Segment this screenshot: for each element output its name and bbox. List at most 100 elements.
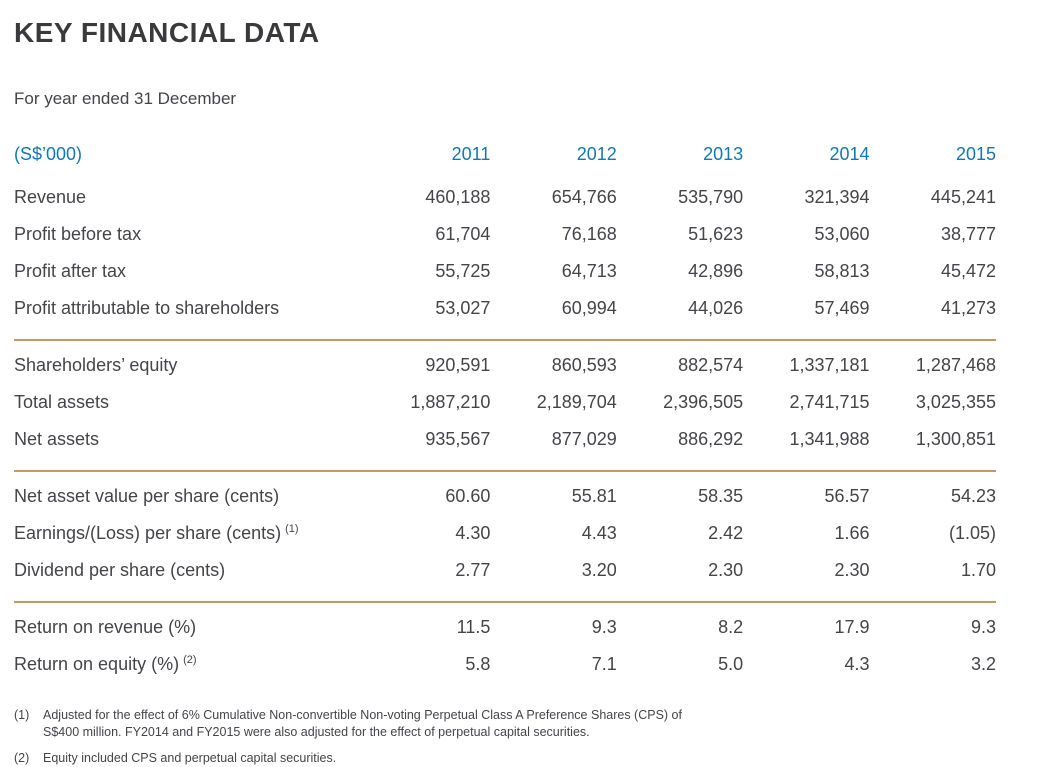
table-row: Return on equity (%) (2) 5.8 7.1 5.0 4.3 3.2 [14,646,996,683]
section-separator [14,589,996,609]
row-label-text: Revenue [14,187,87,207]
column-header-year: 2011 [451,144,491,164]
row-label: Profit attributable to shareholders [14,290,364,327]
cell-value: 3,025,355 [915,392,996,412]
cell-value: 1,287,468 [915,355,996,375]
row-label: Dividend per share (cents) [14,552,364,589]
separator-line [14,470,996,472]
cell-value: 5.8 [465,654,491,674]
cell-value: 7.1 [591,654,617,674]
row-label-text: Total assets [14,392,110,412]
row-label-text: Profit attributable to shareholders [14,298,280,318]
unit-label: (S$’000) [14,144,83,164]
cell-value: 53,060 [814,224,870,244]
cell-value: 11.5 [456,617,491,637]
footnote-text: Equity included CPS and perpetual capita… [43,751,337,765]
footnote-reference: (1) [285,523,299,535]
row-label-text: Return on equity (%) [14,654,180,674]
table-row: Earnings/(Loss) per share (cents) (1) 4.30… [14,515,996,552]
cell-value: 2,741,715 [789,392,870,412]
cell-value: 51,623 [688,224,744,244]
cell-value: 1,341,988 [789,429,870,449]
cell-value: 17.9 [834,617,870,637]
row-label: Earnings/(Loss) per share (cents) (1) [14,515,364,552]
cell-value: 445,241 [930,187,996,207]
cell-value: 882,574 [678,355,744,375]
cell-value: 935,567 [425,429,491,449]
footnote-text: Adjusted for the effect of 6% Cumulative… [43,708,682,739]
row-label: Net asset value per share (cents) [14,478,364,515]
table-row: Net assets 935,567 877,029 886,292 1,341,988… [14,421,996,458]
cell-value: 535,790 [678,187,744,207]
footnote-number: (2) [14,751,30,765]
financial-table: (S$’000) 2011 2012 2013 2014 2015 Revenue 460… [14,144,996,683]
cell-value: 38,777 [940,224,996,244]
cell-value: 2,396,505 [663,392,744,412]
footnote-number: (1) [14,708,30,722]
column-header-year: 2015 [955,144,996,164]
cell-value: 2.30 [708,560,744,580]
cell-value: 42,896 [688,261,744,281]
cell-value: 60,994 [561,298,617,318]
footnotes: (1) Adjusted for the effect of 6% Cumulat… [14,707,996,767]
footnote: (2) Equity included CPS and perpetual cap… [14,750,996,767]
row-label-text: Return on revenue (%) [14,617,197,637]
table-row: Profit after tax 55,725 64,713 42,896 58,813… [14,253,996,290]
cell-value: 57,469 [814,298,870,318]
row-label-text: Net asset value per share (cents) [14,486,280,506]
row-label-text: Shareholders’ equity [14,355,178,375]
page-subtitle: For year ended 31 December [14,89,237,108]
cell-value: 54.23 [950,486,996,506]
row-label: Profit before tax [14,216,364,253]
footnote: (1) Adjusted for the effect of 6% Cumulat… [14,707,996,741]
cell-value: 58,813 [814,261,870,281]
row-label: Return on equity (%) (2) [14,646,364,683]
cell-value: 45,472 [940,261,996,281]
cell-value: 53,027 [435,298,491,318]
cell-value: 61,704 [435,224,491,244]
cell-value: 9.3 [970,617,996,637]
cell-value: 58.35 [698,486,744,506]
cell-value: 2,189,704 [536,392,617,412]
table-row: Shareholders’ equity 920,591 860,593 882,57… [14,347,996,384]
table-row: Dividend per share (cents) 2.77 3.20 2.30 2.… [14,552,996,589]
table-row: Net asset value per share (cents) 60.60 55… [14,478,996,515]
table-row: Return on revenue (%) 11.5 9.3 8.2 17.9 9.3 [14,609,996,646]
cell-value: 1,337,181 [789,355,870,375]
cell-value: 2.77 [455,560,491,580]
row-label-text: Profit after tax [14,261,127,281]
cell-value: 2.30 [834,560,870,580]
row-label: Total assets [14,384,364,421]
cell-value: 1,300,851 [915,429,996,449]
section-separator [14,458,996,478]
cell-value: 5.0 [718,654,744,674]
cell-value: 4.30 [455,523,491,543]
table-row: Total assets 1,887,210 2,189,704 2,396,505 2… [14,384,996,421]
column-header-year: 2012 [576,144,617,164]
row-label: Profit after tax [14,253,364,290]
cell-value: 44,026 [688,298,744,318]
cell-value: (1.05) [948,523,996,543]
row-label-text: Dividend per share (cents) [14,560,226,580]
cell-value: 76,168 [561,224,617,244]
table-row: Profit before tax 61,704 76,168 51,623 53,06… [14,216,996,253]
separator-line [14,601,996,603]
cell-value: 1.66 [834,523,870,543]
cell-value: 1,887,210 [410,392,491,412]
cell-value: 55,725 [435,261,491,281]
cell-value: 920,591 [425,355,491,375]
row-label-text: Profit before tax [14,224,142,244]
cell-value: 321,394 [804,187,870,207]
cell-value: 2.42 [708,523,744,543]
row-label: Net assets [14,421,364,458]
table-row: Profit attributable to shareholders 53,02… [14,290,996,327]
cell-value: 4.43 [581,523,617,543]
page-title: KEY FINANCIAL DATA [14,17,320,48]
cell-value: 3.2 [970,654,996,674]
cell-value: 9.3 [591,617,617,637]
row-label: Return on revenue (%) [14,609,364,646]
cell-value: 1.70 [960,560,996,580]
footnote-reference: (2) [183,654,197,666]
column-header-year: 2013 [703,144,744,164]
